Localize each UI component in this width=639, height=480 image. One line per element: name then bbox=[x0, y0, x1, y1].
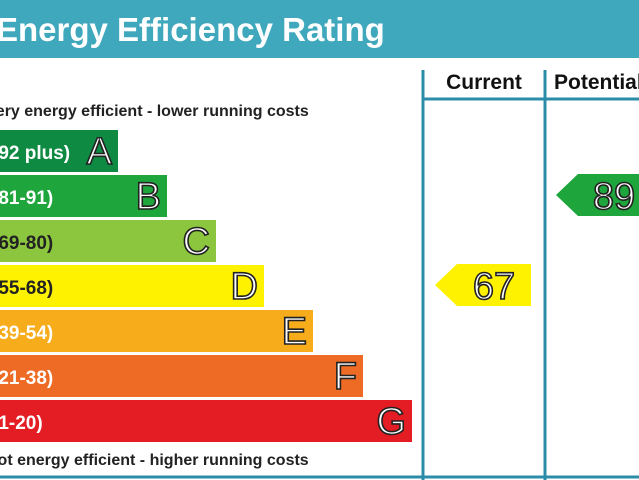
band-b-letter: B bbox=[136, 176, 161, 218]
potential-column-header: Potential bbox=[554, 71, 639, 94]
band-g bbox=[0, 400, 412, 442]
band-f bbox=[0, 355, 363, 397]
header-bar bbox=[0, 0, 639, 58]
chart-title: Energy Efficiency Rating bbox=[0, 11, 385, 48]
band-f-range: (21-38) bbox=[0, 368, 53, 389]
band-a bbox=[0, 130, 118, 172]
band-a-letter: A bbox=[87, 131, 113, 173]
band-b bbox=[0, 175, 167, 217]
band-c-range: (69-80) bbox=[0, 233, 53, 254]
rating-arrows: 67 89 bbox=[435, 174, 639, 309]
band-d-range: (55-68) bbox=[0, 278, 53, 299]
current-rating-arrow bbox=[435, 264, 531, 306]
band-f-letter: F bbox=[334, 356, 357, 398]
current-rating-value: 67 bbox=[473, 266, 515, 308]
band-d-letter: D bbox=[231, 266, 258, 308]
band-d bbox=[0, 265, 264, 307]
bottom-note: Not energy efficient - higher running co… bbox=[0, 452, 309, 469]
band-e-range: (39-54) bbox=[0, 323, 53, 344]
current-column-header: Current bbox=[446, 71, 522, 94]
band-b-range: (81-91) bbox=[0, 188, 53, 209]
potential-rating-value: 89 bbox=[593, 176, 635, 218]
band-c bbox=[0, 220, 216, 262]
top-note: Very energy efficient - lower running co… bbox=[0, 103, 309, 120]
band-g-letter: G bbox=[376, 401, 406, 443]
rating-bands: (92 plus) A (81-91) B (69-80) C (55-68) D (39-54… bbox=[0, 130, 412, 444]
band-c-letter: C bbox=[183, 221, 210, 263]
band-a-range: (92 plus) bbox=[0, 143, 70, 164]
band-e-letter: E bbox=[282, 311, 307, 353]
band-g-range: (1-20) bbox=[0, 413, 43, 434]
potential-rating-arrow bbox=[556, 174, 639, 216]
band-e bbox=[0, 310, 313, 352]
